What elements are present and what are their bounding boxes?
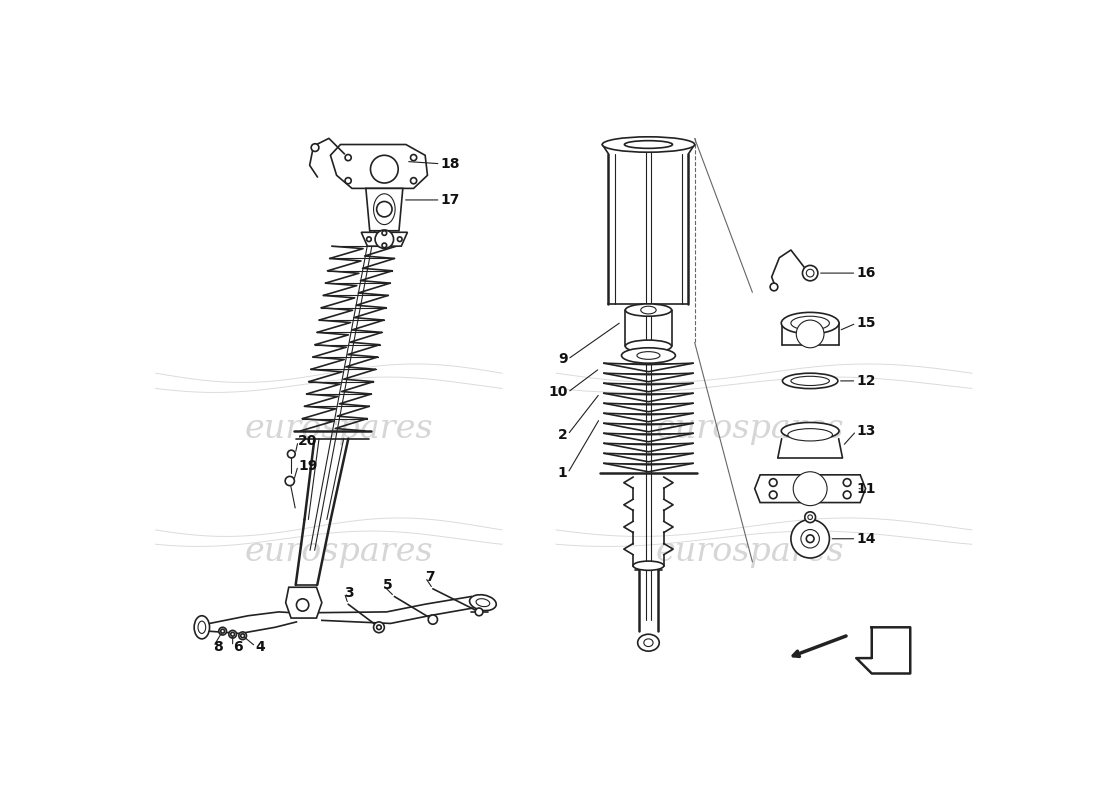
Text: 19: 19 <box>298 458 318 473</box>
Circle shape <box>239 632 246 640</box>
Circle shape <box>345 154 351 161</box>
Text: 5: 5 <box>383 578 393 592</box>
Circle shape <box>793 472 827 506</box>
Text: 13: 13 <box>856 424 876 438</box>
Circle shape <box>382 230 387 235</box>
Ellipse shape <box>791 376 829 386</box>
Ellipse shape <box>781 312 839 334</box>
Circle shape <box>844 478 851 486</box>
Circle shape <box>397 237 403 242</box>
Ellipse shape <box>476 598 490 606</box>
Text: eurospares: eurospares <box>656 536 845 568</box>
Circle shape <box>345 178 351 184</box>
Circle shape <box>285 476 295 486</box>
Text: 16: 16 <box>856 266 876 280</box>
Text: 2: 2 <box>558 428 568 442</box>
Circle shape <box>805 512 815 522</box>
Polygon shape <box>755 475 866 502</box>
Text: 4: 4 <box>255 639 265 654</box>
Text: 3: 3 <box>344 586 354 600</box>
Ellipse shape <box>788 429 833 441</box>
Circle shape <box>221 630 224 633</box>
Circle shape <box>410 178 417 184</box>
Ellipse shape <box>470 594 496 610</box>
Circle shape <box>296 599 309 611</box>
Circle shape <box>374 622 384 633</box>
Ellipse shape <box>640 306 656 314</box>
Circle shape <box>796 320 824 348</box>
Circle shape <box>366 237 372 242</box>
Circle shape <box>791 519 829 558</box>
Circle shape <box>287 450 295 458</box>
Ellipse shape <box>638 634 659 651</box>
Circle shape <box>807 515 813 519</box>
Circle shape <box>428 615 438 624</box>
Polygon shape <box>330 145 428 188</box>
Ellipse shape <box>625 141 672 148</box>
Ellipse shape <box>644 639 653 646</box>
Polygon shape <box>366 188 403 230</box>
Circle shape <box>229 630 236 638</box>
Text: 11: 11 <box>856 482 876 496</box>
Text: 14: 14 <box>856 532 876 546</box>
Circle shape <box>770 283 778 291</box>
Text: 18: 18 <box>440 157 460 170</box>
Circle shape <box>475 608 483 616</box>
Ellipse shape <box>782 373 838 389</box>
Text: 12: 12 <box>856 374 876 388</box>
Circle shape <box>769 491 777 498</box>
Polygon shape <box>361 232 407 246</box>
Circle shape <box>382 243 387 248</box>
Ellipse shape <box>625 304 671 316</box>
Ellipse shape <box>634 561 664 570</box>
Circle shape <box>410 154 417 161</box>
Circle shape <box>311 144 319 151</box>
Text: 17: 17 <box>440 193 460 207</box>
Ellipse shape <box>198 621 206 634</box>
Text: 20: 20 <box>298 434 318 448</box>
Text: 10: 10 <box>548 386 568 399</box>
Circle shape <box>806 270 814 277</box>
Circle shape <box>806 535 814 542</box>
Circle shape <box>375 230 394 249</box>
Text: 15: 15 <box>856 316 876 330</box>
Text: 9: 9 <box>558 352 568 366</box>
Circle shape <box>802 266 818 281</box>
Ellipse shape <box>637 352 660 359</box>
Ellipse shape <box>791 316 829 330</box>
Circle shape <box>376 625 382 630</box>
Circle shape <box>769 478 777 486</box>
Ellipse shape <box>374 194 395 225</box>
Ellipse shape <box>194 616 209 639</box>
Circle shape <box>801 530 820 548</box>
Circle shape <box>371 155 398 183</box>
Circle shape <box>231 632 234 636</box>
Circle shape <box>241 634 244 638</box>
Text: 6: 6 <box>233 639 242 654</box>
Text: eurospares: eurospares <box>656 413 845 445</box>
Text: eurospares: eurospares <box>245 536 433 568</box>
Polygon shape <box>286 587 322 618</box>
Ellipse shape <box>781 422 839 439</box>
Text: 8: 8 <box>213 639 223 654</box>
Ellipse shape <box>603 137 695 152</box>
Ellipse shape <box>625 340 671 353</box>
Circle shape <box>219 627 227 635</box>
Text: 7: 7 <box>425 570 435 584</box>
Circle shape <box>844 491 851 498</box>
Text: eurospares: eurospares <box>245 413 433 445</box>
Text: 1: 1 <box>558 466 568 480</box>
Circle shape <box>376 202 392 217</box>
Ellipse shape <box>621 348 675 363</box>
